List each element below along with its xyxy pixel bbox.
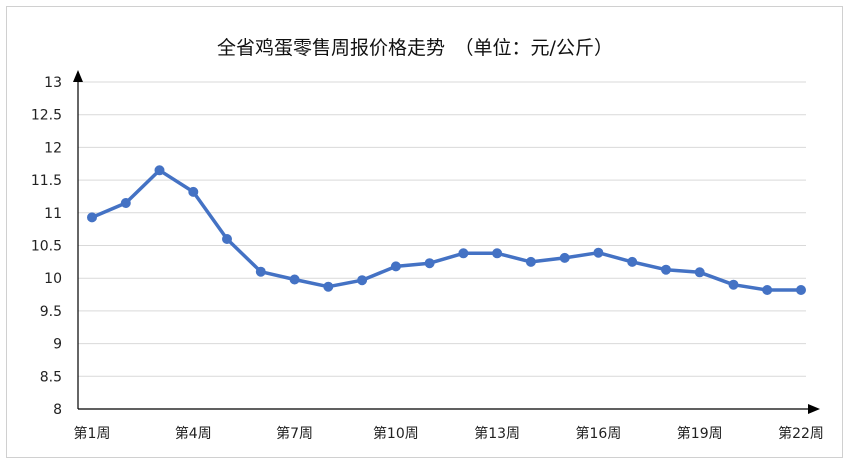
y-tick-label: 10.5: [31, 239, 62, 255]
y-tick-label: 12.5: [31, 108, 62, 124]
y-tick-label: 11: [44, 206, 62, 222]
x-axis-arrow: [808, 404, 820, 414]
axes: [73, 70, 820, 414]
data-point: [492, 248, 503, 259]
data-point: [559, 252, 570, 263]
data-point: [390, 261, 401, 272]
data-point: [87, 212, 97, 223]
y-tick-label: 9: [53, 337, 62, 353]
y-tick-label: 8.5: [40, 369, 62, 385]
y-tick-label: 11.5: [31, 173, 62, 189]
y-tick-label: 8: [53, 402, 62, 418]
chart-frame: [6, 6, 843, 458]
data-point: [796, 285, 806, 295]
data-point: [154, 165, 165, 176]
series-line: [90, 168, 803, 292]
y-axis-arrow: [73, 70, 83, 82]
data-point: [762, 285, 773, 295]
data-point: [120, 198, 131, 208]
data-point: [593, 247, 604, 258]
x-tick-labels: 第1周 第4周 第7周 第10周 第13周 第16周 第19周 第22周: [74, 425, 824, 442]
data-point: [222, 234, 232, 244]
data-point: [627, 256, 638, 267]
data-point: [323, 281, 334, 292]
x-tick-label: 第13周: [474, 425, 520, 442]
data-point: [728, 279, 739, 290]
y-tick-label: 12: [44, 140, 62, 156]
data-point: [289, 274, 300, 285]
x-tick-label: 第22周: [778, 425, 824, 442]
y-tick-label: 9.5: [40, 304, 62, 320]
y-tick-label: 10: [44, 271, 62, 287]
x-tick-label: 第19周: [677, 425, 723, 442]
data-point: [694, 267, 705, 278]
data-point: [458, 248, 469, 259]
data-point: [188, 186, 199, 197]
x-tick-label: 第10周: [373, 425, 419, 442]
x-tick-label: 第4周: [175, 425, 212, 442]
data-point: [357, 275, 368, 286]
y-tick-label: 13: [44, 75, 62, 91]
x-tick-label: 第7周: [276, 425, 313, 442]
data-point: [525, 256, 536, 267]
x-tick-label: 第16周: [576, 425, 622, 442]
grid-lines: [78, 81, 806, 377]
data-point: [661, 264, 671, 275]
y-tick-labels: 8 8.5 9 9.5 10 10.5 11 11.5 12 12.5 13: [31, 75, 62, 418]
x-tick-label: 第1周: [74, 425, 111, 442]
data-point: [424, 258, 435, 269]
data-point: [255, 266, 266, 277]
chart-title: 全省鸡蛋零售周报价格走势 （单位：元/公斤）: [217, 37, 613, 59]
series-egg-price: [87, 165, 806, 295]
